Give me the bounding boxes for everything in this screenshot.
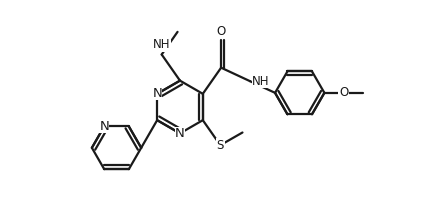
- Text: O: O: [339, 86, 348, 99]
- Text: N: N: [99, 120, 109, 133]
- Text: N: N: [152, 87, 162, 100]
- Text: O: O: [217, 25, 226, 38]
- Text: NH: NH: [252, 75, 270, 88]
- Text: N: N: [175, 127, 185, 140]
- Text: S: S: [217, 139, 224, 152]
- Text: NH: NH: [153, 38, 170, 51]
